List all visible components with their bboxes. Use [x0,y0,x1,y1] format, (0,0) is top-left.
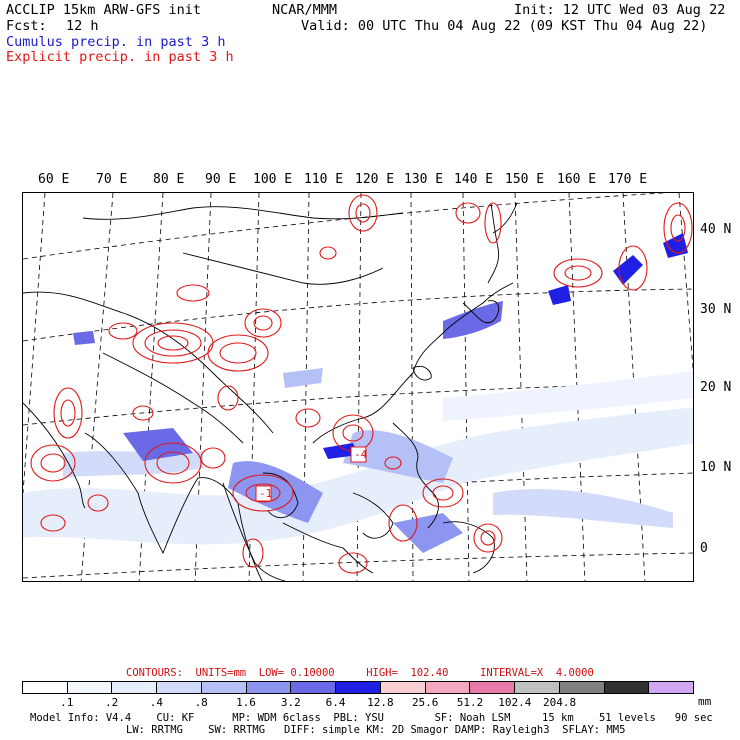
colorbar-swatch [425,682,471,693]
colorbar-swatch [515,682,560,693]
colorbar-swatch [380,682,426,693]
colorbar-swatch [67,682,113,693]
colorbar-swatch [157,682,202,693]
valid-time: Valid: 00 UTC Thu 04 Aug 22 (09 KST Thu … [301,18,708,34]
colorbar-tick-label: 102.4 [498,696,532,709]
legend-explicit: Explicit precip. in past 3 h [6,49,234,65]
contour-info: CONTOURS: UNITS=mm LOW= 0.10000 HIGH= 10… [126,667,594,679]
colorbar-tick-label: 51.2 [456,696,484,709]
colorbar-unit: mm [698,695,712,708]
lat-label-30n: 30 N [700,302,732,317]
plot-title: ACCLIP 15km ARW-GFS init [6,2,202,18]
lon-label-90e: 90 E [205,172,237,187]
colorbar-swatch [23,682,68,693]
precip-map: -4 -1 [22,192,694,582]
colorbar-swatch [201,682,247,693]
colorbar-tick-label: 12.8 [367,696,394,709]
colorbar-tick-label: .1 [60,696,74,709]
marker-minus4: -4 [354,448,368,461]
colorbar-tick-label: .2 [104,696,119,709]
colorbar-tick-label: 25.6 [411,696,439,709]
marker-minus1: -1 [259,487,273,500]
map-canvas [23,193,693,581]
fcst-label: Fcst: [6,18,47,34]
extrema-markers [255,446,367,502]
init-time: Init: 12 UTC Wed 03 Aug 22 [514,2,726,18]
lon-label-130e: 130 E [404,172,444,187]
colorbar [22,681,694,694]
colorbar-tick-label: .8 [194,696,208,709]
colorbar-swatch [649,682,694,693]
lat-label-40n: 40 N [700,222,732,237]
fcst-value: 12 h [66,18,99,34]
lon-label-160e: 160 E [557,172,597,187]
colorbar-swatch [604,682,650,693]
colorbar-swatch [470,682,516,693]
coastlines [23,202,518,581]
lat-label-10n: 10 N [700,460,732,475]
colorbar-tick-label: 6.4 [325,696,346,709]
lon-label-170e: 170 E [608,172,648,187]
lat-label-20n: 20 N [700,380,732,395]
footer-physics: LW: RRTMG SW: RRTMG DIFF: simple KM: 2D … [126,724,626,736]
lon-label-60e: 60 E [38,172,70,187]
colorbar-tick-label: 3.2 [280,696,301,709]
lon-label-140e: 140 E [454,172,494,187]
cumulus-precip [23,233,693,553]
colorbar-swatch [559,682,605,693]
colorbar-tick-label: 204.8 [543,696,577,709]
lon-label-110e: 110 E [304,172,344,187]
legend-cumulus: Cumulus precip. in past 3 h [6,34,226,50]
colorbar-swatch [246,682,292,693]
center-label: NCAR/MMM [272,2,338,18]
lat-label-0: 0 [700,541,708,556]
colorbar-swatch [112,682,158,693]
colorbar-tick-label: 1.6 [236,696,256,709]
footer-model-info: Model Info: V4.4 CU: KF MP: WDM 6class P… [30,712,713,724]
lon-label-120e: 120 E [355,172,395,187]
lon-label-150e: 150 E [505,172,545,187]
lon-label-80e: 80 E [153,172,185,187]
lon-label-70e: 70 E [96,172,128,187]
explicit-contours [30,194,693,574]
colorbar-swatch [336,682,381,693]
lon-label-100e: 100 E [253,172,293,187]
colorbar-tick-label: .4 [149,696,164,709]
colorbar-swatch [291,682,337,693]
